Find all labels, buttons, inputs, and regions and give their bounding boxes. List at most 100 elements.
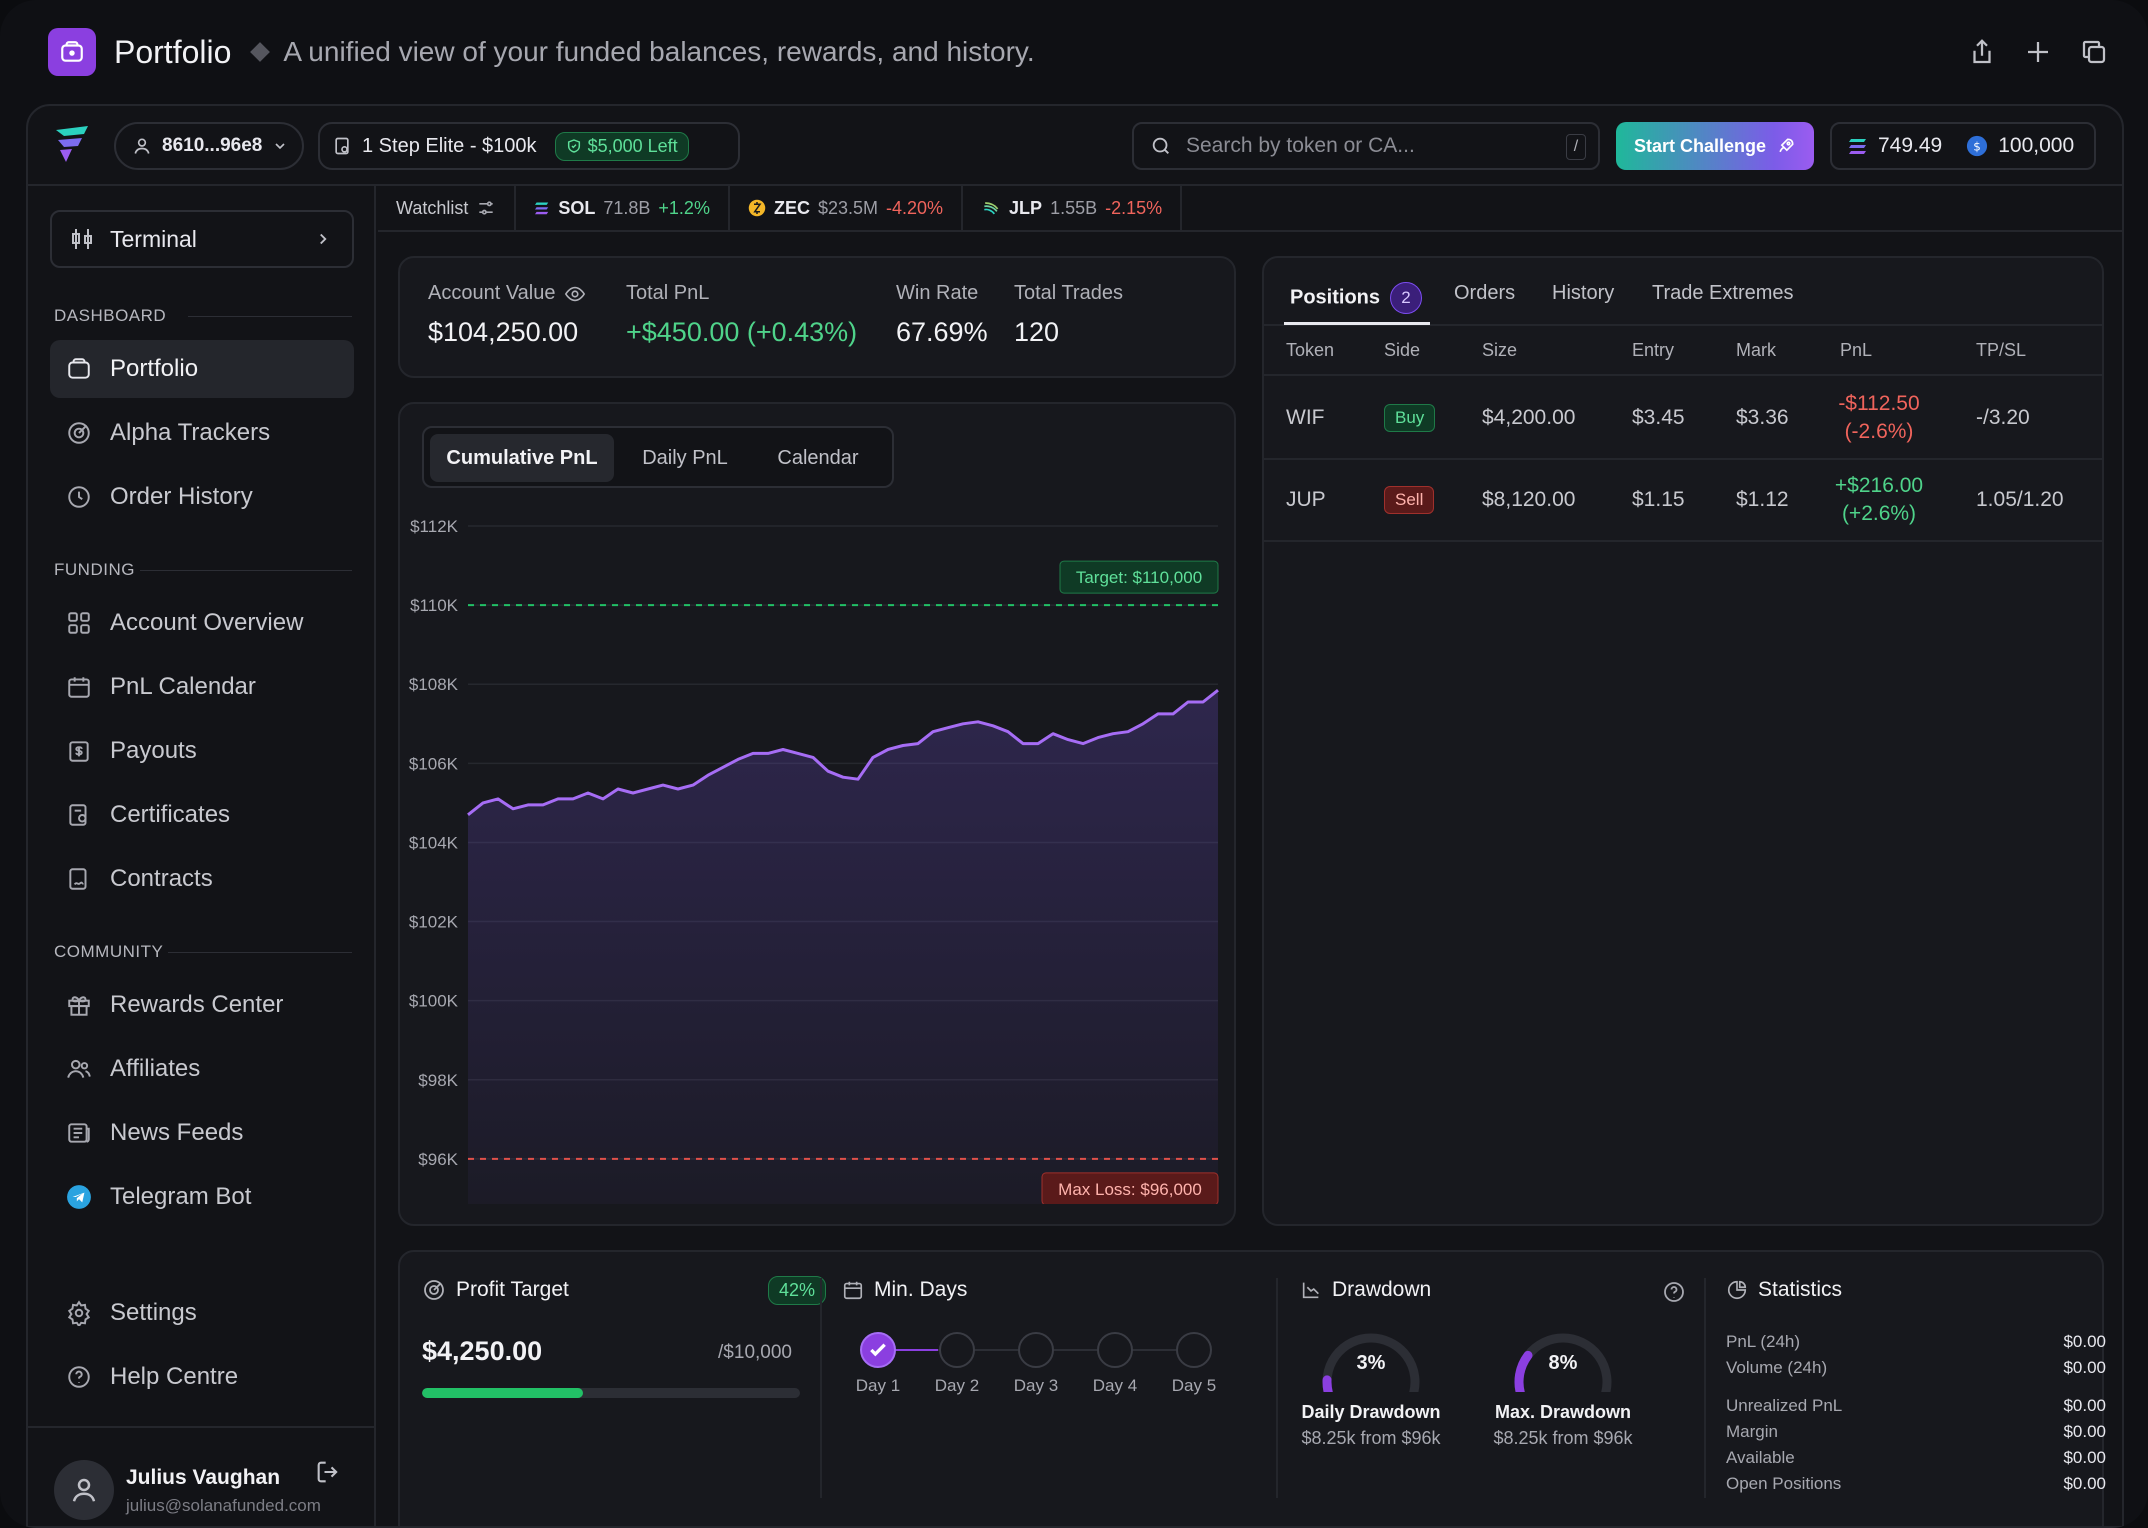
target-label-box: [1059, 560, 1219, 594]
sidebar-item-certificates[interactable]: Certificates: [50, 786, 354, 844]
news-icon: [68, 1123, 90, 1143]
divider: [168, 952, 352, 953]
profit-target-badge: 42%: [768, 1276, 827, 1305]
usd-balance: 100,000: [1998, 134, 2075, 157]
positions-card: Positions 2 Orders History Trade Extremes…: [1262, 256, 2104, 1226]
user-email: julius@solanafunded.com: [126, 1496, 321, 1515]
chart-down-icon: [1302, 1282, 1319, 1299]
balances: 749.49 $ 100,000: [1830, 122, 2096, 170]
divider: [1704, 1278, 1706, 1498]
plan-selector[interactable]: 1 Step Elite - $100k $5,000 Left: [318, 122, 740, 170]
title-bar: Portfolio A unified view of your funded …: [0, 0, 2148, 104]
sidebar-item-news-feeds[interactable]: News Feeds: [50, 1104, 354, 1162]
copy-icon[interactable]: [2076, 34, 2112, 70]
cumulative-pnl-chart: $112K $110K $108K $106K $104K $102K $100K $98K $…: [409, 517, 1219, 1204]
sidebar-item-contracts[interactable]: Contracts: [50, 850, 354, 908]
start-challenge-button[interactable]: Start Challenge: [1616, 122, 1814, 170]
max-loss-label-box: [1041, 1172, 1219, 1204]
stat-row: Margin $0.00: [1726, 1422, 2106, 1441]
table-row[interactable]: JUP Sell $8,120.00 $1.15 $1.12 +$216.00(…: [1264, 460, 2102, 542]
tab-positions[interactable]: Positions 2: [1290, 282, 1423, 314]
help-icon: [68, 1366, 90, 1388]
daily-drawdown-pct: 3%: [1356, 1352, 1386, 1374]
sidebar-item-telegram-bot[interactable]: Telegram Bot: [50, 1168, 354, 1226]
gauge-fill: [1322, 1375, 1333, 1392]
tab-history[interactable]: History: [1552, 282, 1615, 304]
column-header: PnL: [1840, 340, 1873, 360]
wallet-icon: [68, 358, 90, 379]
side-badge: Sell: [1384, 486, 1435, 514]
y-tick-label: $110K: [410, 596, 459, 615]
plus-icon[interactable]: [2020, 34, 2056, 70]
wallet-selector[interactable]: 8610...96e8: [114, 122, 304, 170]
min-days-title: Min. Days: [874, 1278, 968, 1301]
sliders-icon: [479, 201, 494, 215]
brand-logo-icon[interactable]: [52, 122, 92, 164]
sidebar-item-rewards-center[interactable]: Rewards Center: [50, 976, 354, 1034]
sidebar-item-alpha-trackers[interactable]: Alpha Trackers: [50, 404, 354, 462]
cell-size: $8,120.00: [1482, 488, 1576, 511]
stat-account-value: Account Value $104,250.00: [428, 282, 586, 348]
stat-row: Available $0.00: [1726, 1448, 2106, 1467]
cell-tpsl: -/3.20: [1976, 406, 2030, 429]
cell-mark: $3.36: [1736, 406, 1789, 429]
watchlist-item-sol[interactable]: SOL 71.8B +1.2%: [516, 185, 730, 231]
watchlist-item-jlp[interactable]: JLP 1.55B -2.15%: [963, 185, 1183, 231]
day-dot: [1097, 1332, 1133, 1368]
table-row[interactable]: WIF Buy $4,200.00 $3.45 $3.36 -$112.50 (-…: [1264, 378, 2102, 460]
zcash-icon: [748, 199, 766, 217]
share-icon[interactable]: [1964, 34, 2000, 70]
jupiter-icon: [984, 202, 999, 215]
cell-size: $4,200.00: [1482, 406, 1576, 429]
watchlist-toggle[interactable]: Watchlist: [378, 185, 517, 231]
max-drawdown-pct: 8%: [1548, 1352, 1578, 1374]
progress-fill: [422, 1388, 583, 1398]
cell-tpsl: 1.05/1.20: [1976, 488, 2064, 511]
sidebar-item-pnl-calendar[interactable]: PnL Calendar: [50, 658, 354, 716]
watchlist-bar: Watchlist SOL 71.8B +1.2% ZEC $23.5M -4.…: [378, 185, 2122, 232]
day-dot: [860, 1332, 896, 1368]
tab-cumulative-pnl[interactable]: Cumulative PnL: [430, 434, 614, 482]
rocket-icon: [1779, 138, 1794, 153]
tab-daily-pnl[interactable]: Daily PnL: [642, 446, 728, 469]
watchlist-item-zec[interactable]: ZEC $23.5M -4.20%: [730, 185, 964, 231]
calendar-icon: [68, 677, 90, 698]
sidebar-item-account-overview[interactable]: Account Overview: [50, 594, 354, 652]
side-badge: Buy: [1384, 404, 1436, 432]
stat-total-trades: Total Trades 120: [1014, 282, 1123, 347]
day-dot: [1018, 1332, 1054, 1368]
column-header: Mark: [1736, 340, 1776, 360]
sidebar-item-settings[interactable]: Settings: [50, 1284, 354, 1342]
svg-text:$: $: [1973, 140, 1981, 154]
logout-icon[interactable]: [314, 1458, 342, 1491]
terminal-button[interactable]: Terminal: [50, 210, 354, 268]
sidebar-item-portfolio[interactable]: Portfolio: [50, 340, 354, 398]
candlestick-icon: [72, 229, 92, 249]
user-profile[interactable]: Julius Vaughan julius@solanafunded.com: [28, 1426, 374, 1526]
gauge-fill: [1514, 1350, 1533, 1392]
search-input[interactable]: [1186, 134, 1556, 158]
sidebar-item-affiliates[interactable]: Affiliates: [50, 1040, 354, 1098]
user-icon: [134, 138, 150, 154]
tab-trade-extremes[interactable]: Trade Extremes: [1652, 282, 1794, 304]
positions-table-header: Token Side Size Entry Mark PnL TP/SL: [1264, 326, 2102, 376]
remaining-badge: $5,000 Left: [554, 131, 689, 161]
search-box[interactable]: /: [1132, 122, 1600, 170]
divider: [1276, 1278, 1278, 1498]
users-icon: [67, 1059, 91, 1078]
tab-orders[interactable]: Orders: [1454, 282, 1516, 304]
positions-tabs: Positions 2 Orders History Trade Extremes: [1264, 258, 2102, 326]
eye-icon[interactable]: [564, 283, 586, 305]
tab-calendar[interactable]: Calendar: [777, 446, 859, 469]
day-label: Day 1: [855, 1376, 901, 1395]
info-icon[interactable]: [1662, 1280, 1686, 1309]
gauge-track: [1322, 1333, 1420, 1392]
solana-icon: [535, 202, 549, 215]
sidebar-item-help-centre[interactable]: Help Centre: [50, 1348, 354, 1406]
cell-entry: $1.15: [1632, 488, 1685, 511]
sidebar-item-payouts[interactable]: Payouts: [50, 722, 354, 780]
chevron-right-icon: [320, 233, 327, 245]
wallet-app-icon: [48, 28, 96, 76]
clock-icon: [68, 486, 90, 508]
sidebar-item-order-history[interactable]: Order History: [50, 468, 354, 526]
